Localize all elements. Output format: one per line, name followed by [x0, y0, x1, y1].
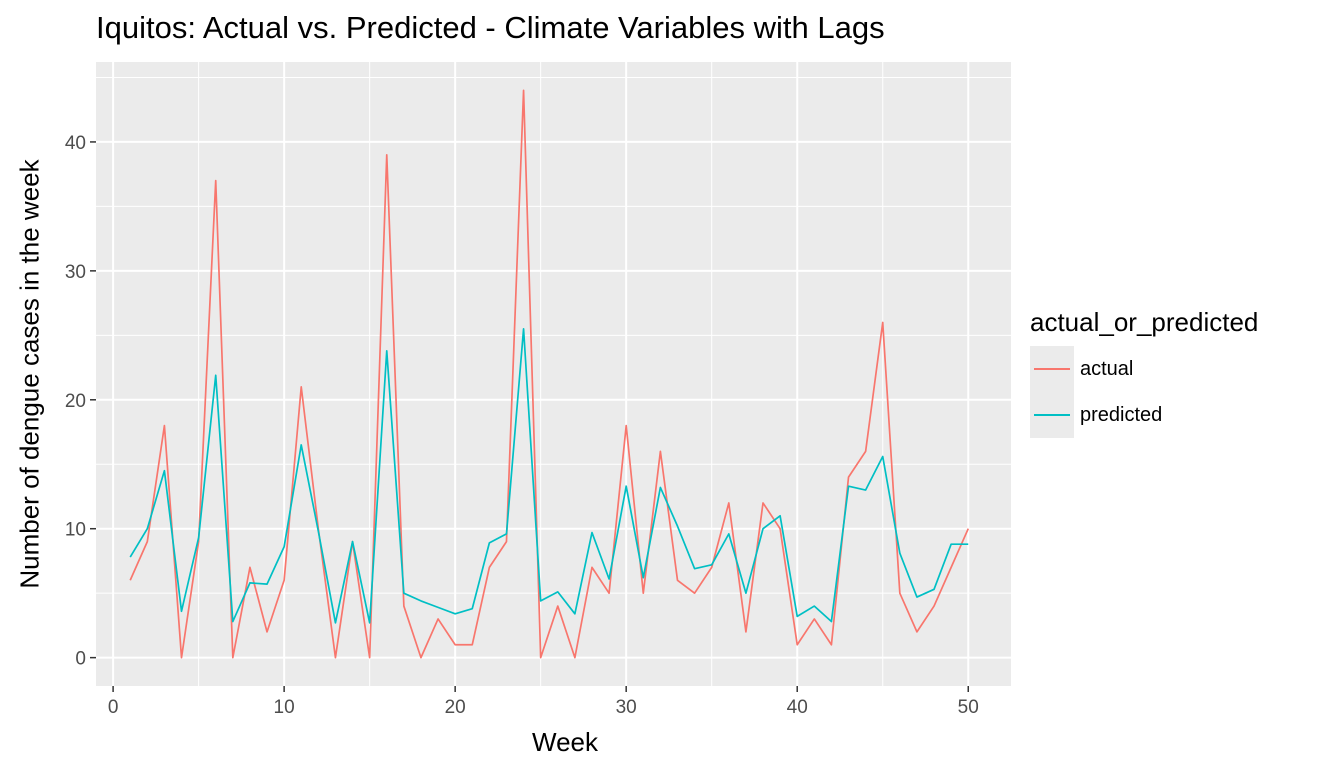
legend-label-actual: actual	[1080, 357, 1134, 380]
plot-panel	[96, 62, 1011, 686]
x-tick-label: 50	[958, 697, 979, 718]
y-tick-label: 40	[65, 133, 86, 154]
y-axis-label: Number of dengue cases in the week	[14, 159, 45, 589]
legend-key-actual	[1030, 346, 1074, 392]
x-axis-label: Week	[532, 727, 598, 757]
series-line-predicted	[129, 328, 969, 624]
legend-swatch-predicted	[1034, 414, 1070, 416]
major-gridlines	[96, 62, 1011, 686]
legend-label-predicted: predicted	[1080, 403, 1163, 426]
x-tick-label: 10	[274, 697, 295, 718]
legend-swatch-actual	[1034, 368, 1070, 370]
series-line-actual	[129, 89, 970, 659]
x-tick-label: 30	[616, 697, 637, 718]
y-tick-label: 10	[65, 520, 86, 541]
legend-item-actual: actual	[1030, 346, 1258, 392]
minor-gridlines	[96, 62, 1011, 686]
x-tick-label: 0	[108, 697, 119, 718]
y-tick-label: 20	[65, 391, 86, 412]
legend-title: actual_or_predicted	[1030, 307, 1259, 337]
chart-title: Iquitos: Actual vs. Predicted - Climate …	[96, 10, 885, 45]
x-axis: 0 10 20 30 40 50	[108, 686, 979, 718]
y-tick-label: 30	[65, 262, 86, 283]
legend: actual_or_predicted actual predicted	[1030, 307, 1258, 438]
legend-key-predicted	[1030, 392, 1074, 438]
y-tick-label: 0	[75, 649, 86, 670]
legend-item-predicted: predicted	[1030, 392, 1258, 438]
series-layer	[129, 89, 970, 659]
x-tick-label: 20	[445, 697, 466, 718]
y-axis: 0 10 20 30 40	[65, 133, 96, 670]
x-tick-label: 40	[787, 697, 808, 718]
